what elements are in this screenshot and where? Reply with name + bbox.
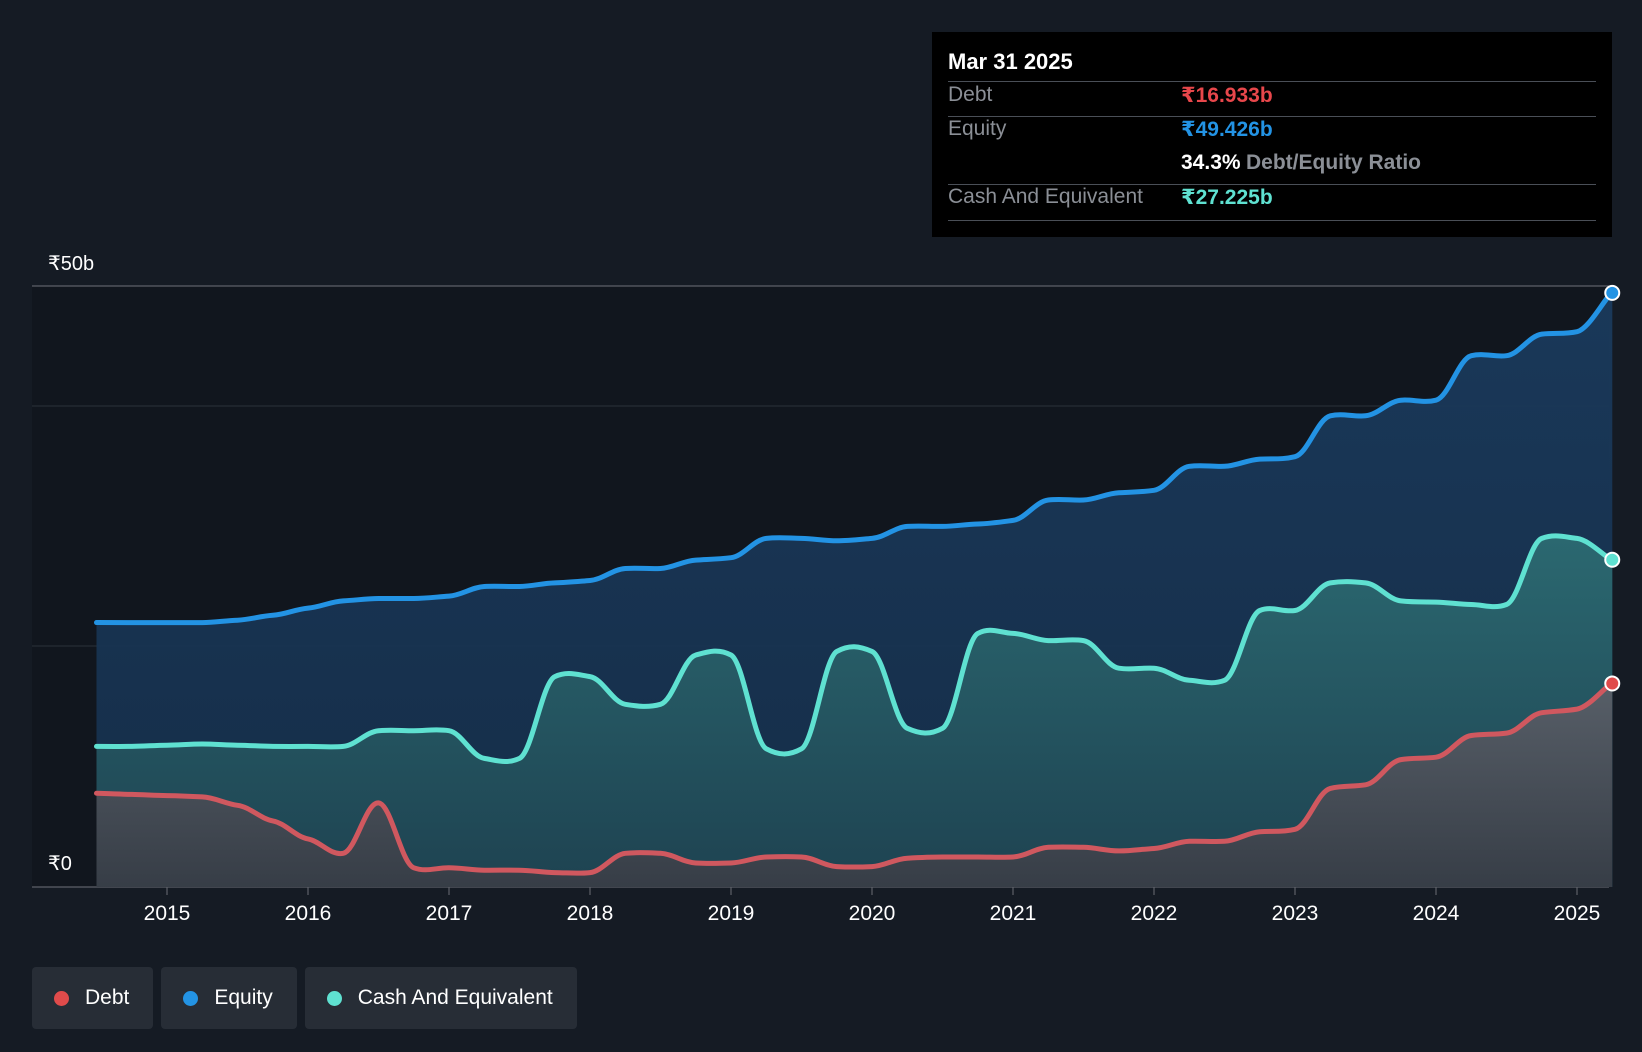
cash-endpoint (1604, 551, 1621, 568)
legend: Debt Equity Cash And Equivalent (32, 967, 577, 1029)
tooltip-ratio-value: 34.3% (1181, 151, 1241, 174)
tooltip-divider (948, 220, 1596, 221)
y-tick-label: ₹0 (48, 853, 72, 875)
legend-item-equity[interactable]: Equity (161, 967, 297, 1029)
y-tick-label: ₹50b (48, 253, 94, 275)
legend-label-cash: Cash And Equivalent (357, 986, 553, 1009)
series-endpoints (1604, 284, 1621, 692)
tooltip-debt-value: ₹16.933b (1181, 84, 1273, 107)
tooltip-equity-value: ₹49.426b (1181, 118, 1273, 141)
cash-dot-icon (326, 990, 342, 1006)
x-tick-label: 2016 (285, 902, 332, 925)
x-tick-label: 2020 (849, 902, 896, 925)
legend-label-equity: Equity (214, 986, 273, 1009)
debt-area (96, 683, 1613, 887)
x-tick-label: 2025 (1554, 902, 1601, 925)
debt-dot-icon (54, 990, 69, 1006)
x-tick-label: 2019 (708, 902, 755, 925)
equity-endpoint (1604, 284, 1621, 301)
x-tick-label: 2017 (426, 902, 473, 925)
tooltip-divider (948, 116, 1596, 117)
debt-endpoint (1604, 675, 1621, 692)
cash-line (94, 533, 1615, 765)
x-tick-label: 2023 (1272, 902, 1319, 925)
x-axis: 2015 2016 2017 2018 2019 2020 2021 2022 2023 2024… (144, 887, 1601, 925)
equity-line (94, 290, 1615, 626)
x-tick-label: 2015 (144, 902, 191, 925)
series-areas (96, 292, 1613, 887)
tooltip-equity-label: Equity (948, 117, 1007, 140)
tooltip-ratio-label: Debt/Equity Ratio (1246, 151, 1422, 174)
equity-dot-icon (183, 990, 199, 1006)
series-lines (94, 290, 1615, 876)
tooltip-date: Mar 31 2025 (948, 49, 1073, 74)
x-tick-label: 2024 (1413, 902, 1460, 925)
tooltip-divider (948, 184, 1596, 185)
tooltip-divider (948, 81, 1596, 82)
y-axis: ₹0 ₹50b (48, 253, 94, 875)
tooltip-cash-value: ₹27.225b (1181, 186, 1273, 209)
x-tick-label: 2021 (990, 902, 1037, 925)
legend-item-debt[interactable]: Debt (32, 967, 154, 1029)
cash-area (96, 535, 1613, 887)
x-tick-label: 2018 (567, 902, 614, 925)
legend-label-debt: Debt (85, 986, 130, 1009)
legend-item-cash[interactable]: Cash And Equivalent (304, 967, 577, 1029)
debt-line (94, 681, 1615, 876)
x-tick-label: 2022 (1131, 902, 1178, 925)
tooltip-debt-label: Debt (948, 83, 993, 106)
tooltip-cash-label: Cash And Equivalent (948, 185, 1143, 208)
tooltip-panel: Mar 31 2025 Debt ₹16.933b Equity ₹49.426… (932, 32, 1612, 237)
